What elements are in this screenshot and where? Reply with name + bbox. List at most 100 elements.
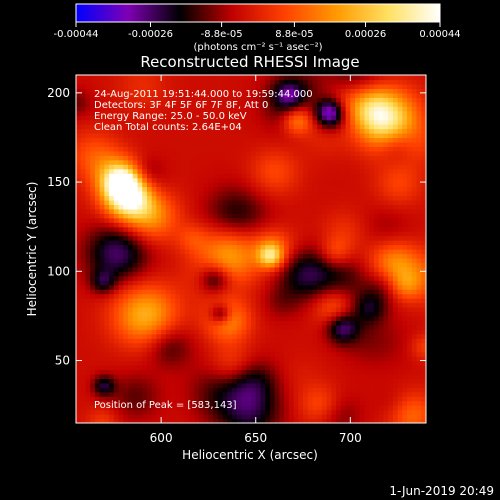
- heatmap-cell: [246, 186, 252, 192]
- heatmap-cell: [194, 293, 200, 299]
- heatmap-cell: [180, 88, 186, 94]
- heatmap-cell: [298, 146, 304, 152]
- heatmap-cell: [118, 133, 124, 139]
- heatmap-cell: [156, 302, 162, 308]
- heatmap-cell: [317, 191, 323, 197]
- heatmap-cell: [128, 302, 134, 308]
- heatmap-cell: [241, 146, 247, 152]
- heatmap-cell: [161, 217, 167, 223]
- heatmap-cell: [132, 400, 139, 406]
- heatmap-cell: [146, 186, 153, 192]
- heatmap-cell: [146, 146, 153, 152]
- heatmap-cell: [208, 128, 214, 134]
- heatmap-cell: [156, 253, 162, 259]
- heatmap-cell: [189, 79, 195, 85]
- heatmap-cell: [326, 320, 333, 326]
- heatmap-cell: [336, 182, 342, 188]
- heatmap-cell: [85, 302, 91, 308]
- heatmap-cell: [312, 396, 318, 402]
- heatmap-cell: [274, 271, 280, 277]
- heatmap-cell: [113, 307, 120, 313]
- heatmap-cell: [99, 177, 105, 183]
- heatmap-cell: [156, 293, 162, 299]
- heatmap-cell: [279, 124, 285, 130]
- heatmap-cell: [279, 266, 285, 272]
- heatmap-cell: [118, 150, 124, 156]
- heatmap-cell: [194, 307, 200, 313]
- heatmap-cell: [298, 124, 304, 130]
- heatmap-cell: [293, 418, 299, 423]
- heatmap-cell: [180, 195, 186, 201]
- heatmap-cell: [251, 298, 257, 304]
- heatmap-cell: [94, 378, 101, 384]
- heatmap-cell: [217, 83, 224, 89]
- heatmap-cell: [350, 369, 356, 375]
- heatmap-cell: [359, 240, 366, 246]
- heatmap-cell: [156, 396, 162, 402]
- heatmap-cell: [373, 271, 380, 277]
- heatmap-cell: [236, 83, 243, 89]
- heatmap-cell: [104, 92, 110, 98]
- heatmap-cell: [369, 414, 375, 420]
- heatmap-cell: [156, 284, 162, 290]
- heatmap-cell: [326, 418, 333, 423]
- heatmap-cell: [359, 128, 366, 134]
- heatmap-cell: [170, 88, 176, 94]
- heatmap-cell: [156, 360, 162, 366]
- heatmap-cell: [123, 400, 129, 406]
- heatmap-cell: [251, 217, 257, 223]
- heatmap-cell: [236, 302, 243, 308]
- heatmap-cell: [165, 356, 172, 362]
- heatmap-cell: [359, 217, 366, 223]
- heatmap-cell: [274, 298, 280, 304]
- heatmap-cell: [76, 240, 82, 246]
- heatmap-cell: [175, 311, 181, 317]
- heatmap-cell: [279, 83, 285, 89]
- heatmap-cell: [118, 289, 124, 295]
- heatmap-cell: [90, 83, 96, 89]
- heatmap-cell: [260, 284, 266, 290]
- heatmap-cell: [198, 307, 205, 313]
- heatmap-cell: [208, 280, 214, 286]
- heatmap-cell: [251, 164, 257, 170]
- heatmap-cell: [345, 217, 351, 223]
- heatmap-cell: [227, 405, 233, 411]
- heatmap-cell: [359, 396, 366, 402]
- heatmap-cell: [217, 373, 224, 379]
- heatmap-cell: [165, 208, 172, 214]
- heatmap-cell: [128, 382, 134, 388]
- heatmap-cell: [156, 266, 162, 272]
- heatmap-cell: [203, 333, 210, 339]
- heatmap-cell: [269, 387, 276, 393]
- heatmap-cell: [364, 369, 370, 375]
- heatmap-cell: [118, 168, 124, 174]
- heatmap-cell: [203, 119, 210, 125]
- heatmap-cell: [94, 418, 101, 423]
- heatmap-cell: [246, 315, 252, 321]
- heatmap-cell: [340, 199, 347, 205]
- heatmap-cell: [232, 409, 238, 415]
- heatmap-cell: [331, 240, 337, 246]
- heatmap-cell: [317, 173, 323, 179]
- heatmap-cell: [170, 133, 176, 139]
- heatmap-cell: [208, 226, 214, 232]
- heatmap-cell: [194, 360, 200, 366]
- heatmap-cell: [175, 257, 181, 263]
- heatmap-cell: [146, 391, 153, 397]
- heatmap-cell: [326, 391, 333, 397]
- heatmap-cell: [165, 235, 172, 241]
- heatmap-cell: [284, 226, 290, 232]
- heatmap-cell: [336, 342, 342, 348]
- heatmap-cell: [265, 186, 271, 192]
- heatmap-cell: [364, 356, 370, 362]
- heatmap-cell: [350, 92, 356, 98]
- heatmap-cell: [132, 257, 139, 263]
- heatmap-cell: [146, 141, 153, 147]
- heatmap-cell: [279, 391, 285, 397]
- heatmap-cell: [303, 382, 309, 388]
- heatmap-cell: [336, 378, 342, 384]
- heatmap-cell: [260, 177, 266, 183]
- heatmap-cell: [269, 133, 276, 139]
- heatmap-cell: [109, 284, 115, 290]
- heatmap-cell: [260, 101, 266, 107]
